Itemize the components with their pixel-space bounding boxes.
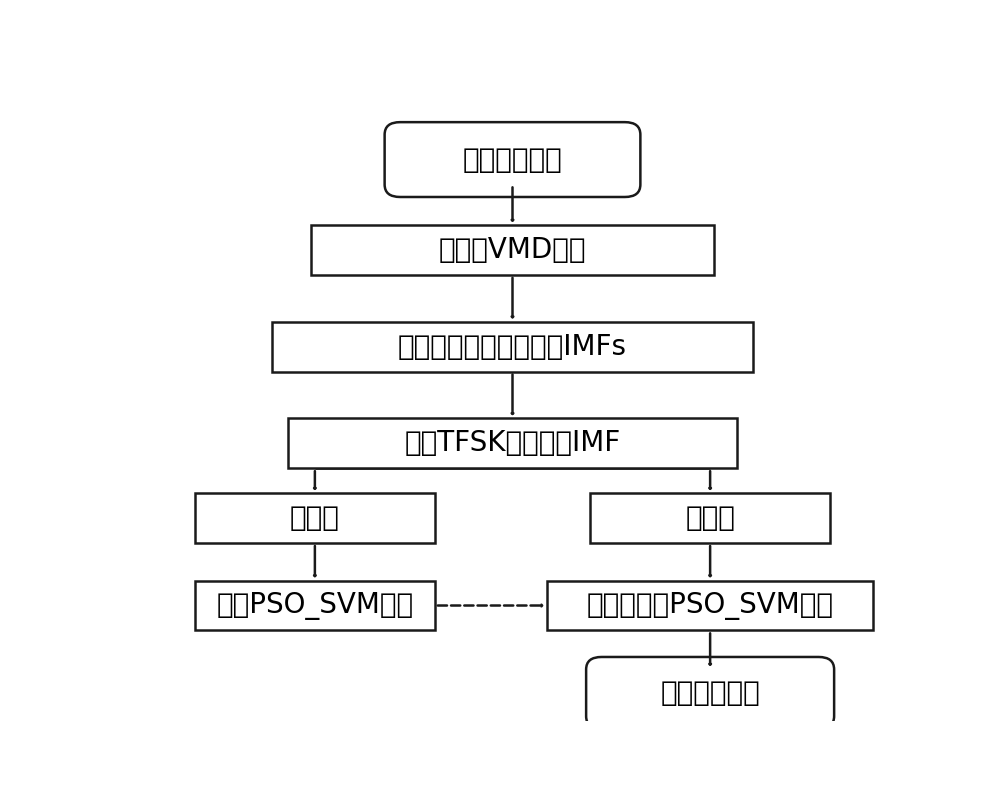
Text: 自适应VMD分解: 自适应VMD分解 xyxy=(439,236,586,264)
Text: 训练集: 训练集 xyxy=(290,504,340,532)
FancyBboxPatch shape xyxy=(272,322,753,372)
Text: 故障诊断结果: 故障诊断结果 xyxy=(660,679,760,707)
FancyBboxPatch shape xyxy=(586,657,834,729)
Text: 分解得到模态分量信号IMFs: 分解得到模态分量信号IMFs xyxy=(398,333,627,360)
FancyBboxPatch shape xyxy=(590,493,830,544)
FancyBboxPatch shape xyxy=(288,419,737,468)
FancyBboxPatch shape xyxy=(385,122,640,197)
Text: 训练完成的PSO_SVM模型: 训练完成的PSO_SVM模型 xyxy=(587,591,834,620)
Text: 测试集: 测试集 xyxy=(685,504,735,532)
Text: 训练PSO_SVM模型: 训练PSO_SVM模型 xyxy=(216,591,413,620)
Text: 基于TFSK筛选最佳IMF: 基于TFSK筛选最佳IMF xyxy=(404,429,621,458)
FancyBboxPatch shape xyxy=(195,581,435,630)
FancyBboxPatch shape xyxy=(195,493,435,544)
FancyBboxPatch shape xyxy=(311,225,714,275)
Text: 轴承振动信号: 轴承振动信号 xyxy=(463,146,562,173)
FancyBboxPatch shape xyxy=(547,581,873,630)
